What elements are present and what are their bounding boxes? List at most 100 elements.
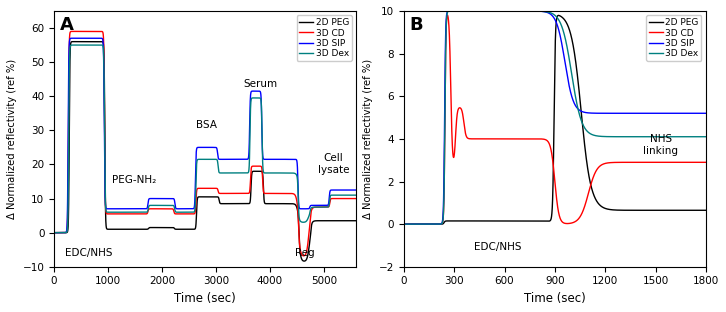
3D SIP — [50, 231, 59, 235]
2D PEG — [290, 202, 298, 206]
3D CD — [159, 207, 168, 211]
3D Dex — [515, 9, 523, 13]
3D Dex — [454, 9, 463, 13]
2D PEG — [515, 219, 523, 223]
Y-axis label: Δ Normalized reflectivity (ref %): Δ Normalized reflectivity (ref %) — [363, 59, 373, 219]
Text: B: B — [410, 16, 423, 34]
3D SIP — [242, 158, 250, 161]
2D PEG — [65, 124, 73, 128]
3D CD — [581, 203, 590, 207]
3D Dex — [596, 134, 605, 138]
Line: 3D Dex: 3D Dex — [54, 45, 356, 233]
2D PEG — [581, 147, 590, 151]
Y-axis label: Δ Normalized reflectivity (ref %): Δ Normalized reflectivity (ref %) — [7, 59, 17, 219]
Text: Serum: Serum — [243, 79, 277, 90]
3D SIP — [290, 158, 298, 161]
3D CD — [648, 160, 657, 164]
3D CD — [399, 222, 408, 226]
3D CD — [454, 106, 463, 110]
3D SIP — [701, 111, 710, 115]
3D Dex — [352, 193, 361, 197]
3D SIP — [648, 111, 657, 115]
3D CD — [701, 160, 710, 164]
Line: 3D Dex: 3D Dex — [404, 11, 706, 224]
X-axis label: Time (sec): Time (sec) — [524, 292, 586, 305]
3D Dex — [701, 135, 710, 139]
3D SIP — [581, 110, 590, 114]
3D SIP — [454, 9, 463, 13]
2D PEG — [50, 231, 59, 235]
3D SIP — [352, 188, 361, 192]
Text: BSA: BSA — [196, 120, 217, 130]
Text: Cell
lysate: Cell lysate — [318, 153, 349, 175]
Line: 2D PEG: 2D PEG — [54, 41, 356, 261]
3D CD — [50, 231, 59, 235]
3D Dex — [274, 171, 282, 175]
Text: PEG-NH₂: PEG-NH₂ — [112, 175, 156, 185]
2D PEG — [352, 219, 361, 222]
3D SIP — [423, 222, 431, 226]
3D Dex — [453, 9, 462, 13]
3D Dex — [50, 231, 59, 235]
3D Dex — [65, 67, 73, 71]
3D CD — [625, 160, 634, 164]
3D SIP — [625, 111, 634, 115]
3D CD — [65, 42, 73, 46]
3D SIP — [596, 111, 605, 115]
2D PEG — [77, 40, 86, 43]
2D PEG — [625, 208, 634, 212]
Legend: 2D PEG, 3D CD, 3D SIP, 3D Dex: 2D PEG, 3D CD, 3D SIP, 3D Dex — [297, 16, 351, 61]
3D CD — [352, 197, 361, 200]
3D Dex — [648, 135, 657, 139]
3D SIP — [515, 9, 523, 13]
Text: Reg: Reg — [295, 248, 314, 258]
Line: 3D CD: 3D CD — [404, 15, 706, 224]
Text: NHS
linking: NHS linking — [643, 134, 678, 156]
3D SIP — [229, 158, 237, 161]
2D PEG — [701, 208, 710, 212]
2D PEG — [242, 202, 250, 206]
3D Dex — [399, 222, 408, 226]
3D Dex — [76, 43, 85, 47]
3D CD — [242, 192, 250, 195]
3D SIP — [274, 158, 282, 161]
2D PEG — [648, 208, 657, 212]
3D SIP — [454, 9, 463, 13]
3D SIP — [159, 197, 168, 200]
3D SIP — [399, 222, 408, 226]
3D CD — [431, 222, 439, 226]
2D PEG — [300, 259, 309, 263]
Text: EDC/NHS: EDC/NHS — [65, 248, 113, 258]
3D Dex — [242, 171, 250, 175]
2D PEG — [159, 226, 168, 229]
2D PEG — [399, 222, 408, 226]
3D SIP — [65, 42, 73, 46]
X-axis label: Time (sec): Time (sec) — [174, 292, 236, 305]
3D Dex — [229, 171, 237, 175]
3D CD — [443, 13, 452, 17]
2D PEG — [554, 13, 563, 17]
3D CD — [515, 137, 523, 141]
Text: EDC/NHS: EDC/NHS — [474, 242, 521, 252]
3D SIP — [76, 37, 84, 40]
3D CD — [229, 192, 237, 195]
3D CD — [596, 164, 605, 168]
2D PEG — [596, 204, 605, 207]
2D PEG — [454, 219, 463, 223]
Line: 3D SIP: 3D SIP — [404, 11, 706, 224]
3D CD — [76, 30, 85, 33]
2D PEG — [274, 202, 282, 206]
2D PEG — [229, 202, 237, 206]
3D Dex — [290, 171, 298, 175]
3D Dex — [625, 135, 634, 139]
Line: 3D CD: 3D CD — [54, 32, 356, 256]
Line: 2D PEG: 2D PEG — [404, 15, 706, 224]
3D Dex — [425, 222, 433, 226]
3D CD — [274, 192, 282, 195]
2D PEG — [425, 222, 434, 226]
Text: A: A — [60, 16, 74, 34]
Line: 3D SIP: 3D SIP — [54, 38, 356, 233]
Legend: 2D PEG, 3D CD, 3D SIP, 3D Dex: 2D PEG, 3D CD, 3D SIP, 3D Dex — [646, 16, 701, 61]
3D CD — [299, 254, 308, 258]
3D Dex — [581, 127, 590, 130]
